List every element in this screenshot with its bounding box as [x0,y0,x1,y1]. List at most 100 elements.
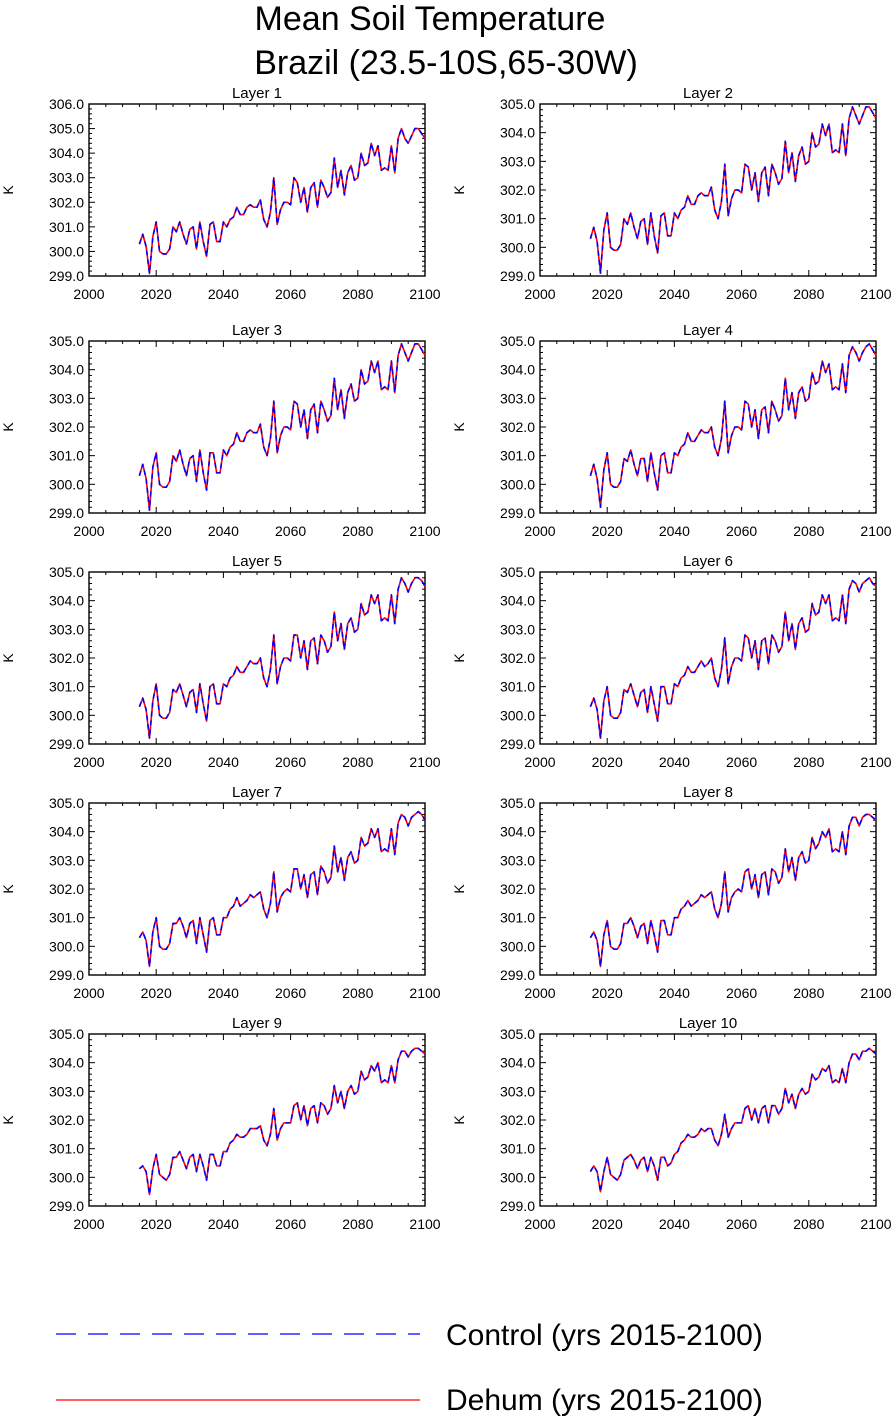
plot-frame [88,340,426,514]
y-tick-label: 303.0 [49,621,84,637]
y-tick-label: 302.0 [49,419,84,435]
y-tick-label: 301.0 [49,448,84,464]
y-tick-label: 304.0 [49,362,84,378]
series-dehum-line [589,576,877,740]
series-dehum-line [138,576,426,740]
y-axis-label: K [451,1115,467,1125]
x-tick-label: 2080 [793,523,824,539]
x-tick-label: 2020 [592,985,623,1001]
x-tick-label: 2100 [860,985,891,1001]
x-tick-label: 2040 [659,1216,690,1232]
series-control-line [589,813,877,968]
x-tick-label: 2080 [342,286,373,302]
y-tick-label: 299.0 [500,505,535,521]
y-tick-label: 300.0 [49,938,84,954]
legend-entry-control: Control (yrs 2015-2100) [56,1319,763,1352]
y-tick-label: 301.0 [500,448,535,464]
series-control-line [138,127,426,275]
series-dehum-line [138,343,426,511]
y-tick-label: 300.0 [500,476,535,492]
x-tick-label: 2080 [793,1216,824,1232]
y-tick-label: 305.0 [500,1026,535,1042]
x-tick-label: 2000 [73,286,104,302]
panel-title: Layer 1 [232,85,282,102]
x-tick-label: 2000 [524,1216,555,1232]
plot-frame [88,571,426,745]
plot-frame [539,571,877,745]
x-tick-label: 2020 [592,1216,623,1232]
x-tick-label: 2020 [141,523,172,539]
x-tick-label: 2040 [659,523,690,539]
y-tick-label: 305.0 [500,795,535,811]
panel-layer-8: Layer 8 K 299.0 300.0 301.0 302.0 303.0 304.0 30… [451,784,892,1001]
panel-layer-7: Layer 7 K 299.0 300.0 301.0 302.0 303.0 304.0 30… [0,784,441,1001]
y-tick-label: 303.0 [49,1083,84,1099]
x-tick-label: 2060 [275,1216,306,1232]
panel-layer-10: Layer 10 K 299.0 300.0 301.0 302.0 303.0 304.0 3… [451,1015,892,1232]
y-tick-label: 301.0 [500,910,535,926]
y-axis-label: K [0,653,16,663]
series-dehum-line [138,1047,426,1196]
plot-frame [539,1033,877,1207]
series-dehum-line [589,106,877,274]
y-tick-label: 299.0 [500,1198,535,1214]
x-tick-label: 2080 [342,754,373,770]
y-tick-label: 301.0 [49,1141,84,1157]
x-tick-label: 2060 [726,754,757,770]
x-tick-label: 2000 [524,754,555,770]
plot-frame [539,340,877,514]
panel-layer-3: Layer 3 K 299.0 300.0 301.0 302.0 303.0 304.0 30… [0,322,441,539]
y-tick-label: 299.0 [49,967,84,983]
y-tick-label: 300.0 [500,239,535,255]
y-tick-label: 304.0 [49,824,84,840]
series-dehum-line [138,127,426,275]
plot-frame [88,802,426,976]
panel-title: Layer 9 [232,1015,282,1032]
y-axis-label: K [451,185,467,195]
y-tick-label: 301.0 [500,1141,535,1157]
panel-title: Layer 5 [232,553,282,570]
y-axis-label: K [451,884,467,894]
y-tick-label: 301.0 [49,910,84,926]
x-tick-label: 2060 [726,1216,757,1232]
panel-title: Layer 6 [683,553,733,570]
x-tick-label: 2100 [860,286,891,302]
plot-frame [539,802,877,976]
y-tick-label: 300.0 [49,476,84,492]
x-tick-label: 2100 [409,523,440,539]
x-tick-label: 2040 [208,754,239,770]
y-tick-label: 303.0 [49,170,84,186]
y-tick-label: 304.0 [500,593,535,609]
x-tick-label: 2080 [342,985,373,1001]
y-tick-label: 303.0 [49,390,84,406]
panel-title: Layer 2 [683,85,733,102]
x-tick-label: 2040 [208,523,239,539]
y-tick-label: 302.0 [49,650,84,666]
y-tick-label: 300.0 [49,1169,84,1185]
series-control-line [138,576,426,740]
y-axis-label: K [451,653,467,663]
x-tick-label: 2100 [409,286,440,302]
x-tick-label: 2100 [860,754,891,770]
y-tick-label: 299.0 [49,268,84,284]
y-tick-label: 301.0 [49,679,84,695]
y-tick-label: 305.0 [49,333,84,349]
x-tick-label: 2080 [793,754,824,770]
y-tick-label: 302.0 [49,881,84,897]
y-tick-label: 305.0 [49,564,84,580]
x-tick-label: 2060 [275,985,306,1001]
x-tick-label: 2060 [726,523,757,539]
y-tick-label: 303.0 [500,390,535,406]
y-tick-label: 301.0 [500,679,535,695]
x-tick-label: 2060 [275,523,306,539]
legend-label-control: Control (yrs 2015-2100) [446,1319,763,1352]
x-tick-label: 2020 [141,985,172,1001]
x-tick-label: 2080 [342,1216,373,1232]
y-tick-label: 304.0 [500,824,535,840]
y-tick-label: 303.0 [49,852,84,868]
x-tick-label: 2060 [726,286,757,302]
x-tick-label: 2100 [409,754,440,770]
x-tick-label: 2100 [409,985,440,1001]
plot-frame [88,103,426,277]
panel-layer-2: Layer 2 K 299.0 300.0 301.0 302.0 303.0 304.0 30… [451,85,892,302]
